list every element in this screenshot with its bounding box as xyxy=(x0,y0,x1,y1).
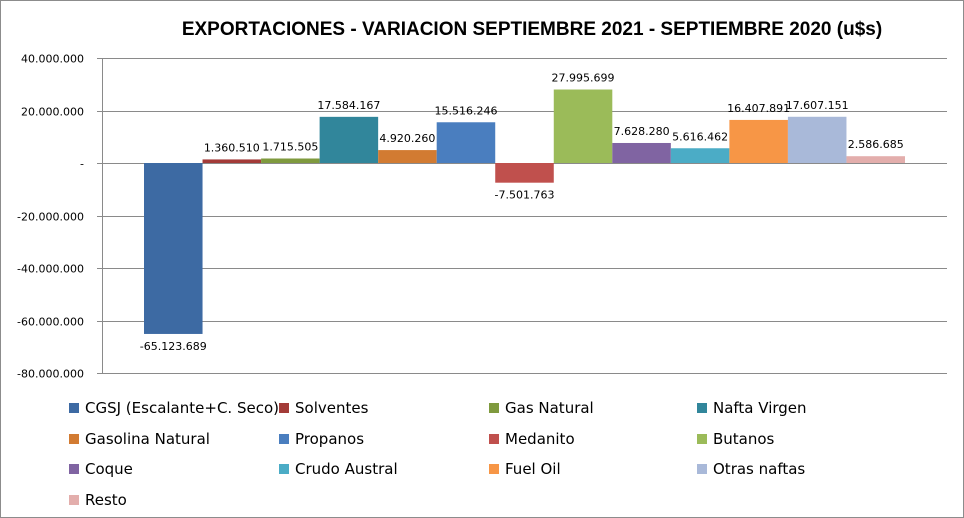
y-tick-label: -20.000.000 xyxy=(17,211,84,224)
y-tick-label: 20.000.000 xyxy=(21,106,84,119)
data-label: 2.586.685 xyxy=(848,138,904,151)
legend-swatch xyxy=(69,403,79,414)
bars xyxy=(144,89,905,334)
data-labels: -65.123.689 1.360.510 1.715.505 17.584.167 4… xyxy=(140,72,904,353)
legend-item: Coque xyxy=(69,454,279,485)
legend-swatch xyxy=(69,433,79,444)
chart-title: EXPORTACIONES - VARIACION SEPTIEMBRE 202… xyxy=(181,19,883,40)
bar-9 xyxy=(670,148,730,163)
data-label: 4.920.260 xyxy=(379,132,435,145)
bar-0 xyxy=(144,163,203,334)
legend-label: Gasolina Natural xyxy=(85,429,210,448)
legend-item: Fuel Oil xyxy=(489,454,697,485)
y-tick-label: -40.000.000 xyxy=(17,263,84,276)
legend-item: Gas Natural xyxy=(489,393,697,424)
legend-label: Fuel Oil xyxy=(505,460,561,479)
bar-1 xyxy=(202,159,262,163)
legend-item: Propanos xyxy=(279,424,489,455)
legend-item: Solventes xyxy=(279,393,489,424)
bar-6 xyxy=(495,163,554,183)
data-label: 1.360.510 xyxy=(204,141,260,154)
bar-3 xyxy=(319,116,379,163)
legend-label: Coque xyxy=(85,460,133,479)
bar-10 xyxy=(729,119,788,163)
legend-swatch xyxy=(69,464,79,475)
legend-swatch xyxy=(489,433,499,444)
y-tick-label: - xyxy=(80,158,84,171)
bar-4 xyxy=(378,150,437,163)
data-label: 15.516.246 xyxy=(434,104,497,117)
y-axis: 40.000.000 20.000.000 - -20.000.000 -40.000.… xyxy=(17,53,103,381)
y-tick-label: -60.000.000 xyxy=(17,316,84,329)
legend-label: Crudo Austral xyxy=(295,460,398,479)
data-label: 5.616.462 xyxy=(672,130,728,143)
legend-label: Nafta Virgen xyxy=(713,399,807,418)
data-label: -7.501.763 xyxy=(495,189,555,202)
legend-swatch xyxy=(697,433,707,444)
bar-12 xyxy=(846,156,905,163)
data-label: 27.995.699 xyxy=(552,72,615,85)
bar-7 xyxy=(553,89,613,163)
legend-item: Medanito xyxy=(489,424,697,455)
bar-5 xyxy=(436,122,496,163)
legend-label: Resto xyxy=(85,490,127,509)
bar-8 xyxy=(612,142,671,163)
legend-item: Otras naftas xyxy=(697,454,907,485)
legend-label: Otras naftas xyxy=(713,460,806,479)
data-label: 17.607.151 xyxy=(786,99,849,112)
legend-item: Nafta Virgen xyxy=(697,393,907,424)
legend-swatch xyxy=(489,464,499,475)
legend-label: Gas Natural xyxy=(505,399,594,418)
data-label: 16.407.891 xyxy=(727,102,790,115)
bar-chart: 40.000.000 20.000.000 - -20.000.000 -40.000.… xyxy=(17,53,947,381)
data-label: 17.584.167 xyxy=(317,99,380,112)
legend-item: Gasolina Natural xyxy=(69,424,279,455)
legend-swatch xyxy=(279,403,289,414)
y-tick-label: 40.000.000 xyxy=(21,53,84,66)
legend-swatch xyxy=(279,464,289,475)
bar-2 xyxy=(261,158,320,163)
legend-label: Propanos xyxy=(295,429,365,448)
legend-item: Resto xyxy=(69,485,279,516)
legend: CGSJ (Escalante+C. Seco) Solventes Gas Nat… xyxy=(69,393,949,515)
legend-item: Crudo Austral xyxy=(279,454,489,485)
data-label: 7.628.280 xyxy=(614,125,670,138)
legend-swatch xyxy=(697,464,707,475)
legend-label: Medanito xyxy=(505,429,575,448)
legend-swatch xyxy=(489,403,499,414)
legend-swatch xyxy=(697,403,707,414)
legend-item: Butanos xyxy=(697,424,907,455)
legend-label: Butanos xyxy=(713,429,775,448)
data-label: 1.715.505 xyxy=(262,140,318,153)
y-tick-label: -80.000.000 xyxy=(17,368,84,381)
legend-label: Solventes xyxy=(295,399,369,418)
legend-swatch xyxy=(69,494,79,505)
data-label: -65.123.689 xyxy=(140,340,207,353)
legend-swatch xyxy=(279,433,289,444)
legend-label: CGSJ (Escalante+C. Seco) xyxy=(85,399,279,418)
bar-11 xyxy=(787,116,847,163)
legend-item: CGSJ (Escalante+C. Seco) xyxy=(69,393,279,424)
